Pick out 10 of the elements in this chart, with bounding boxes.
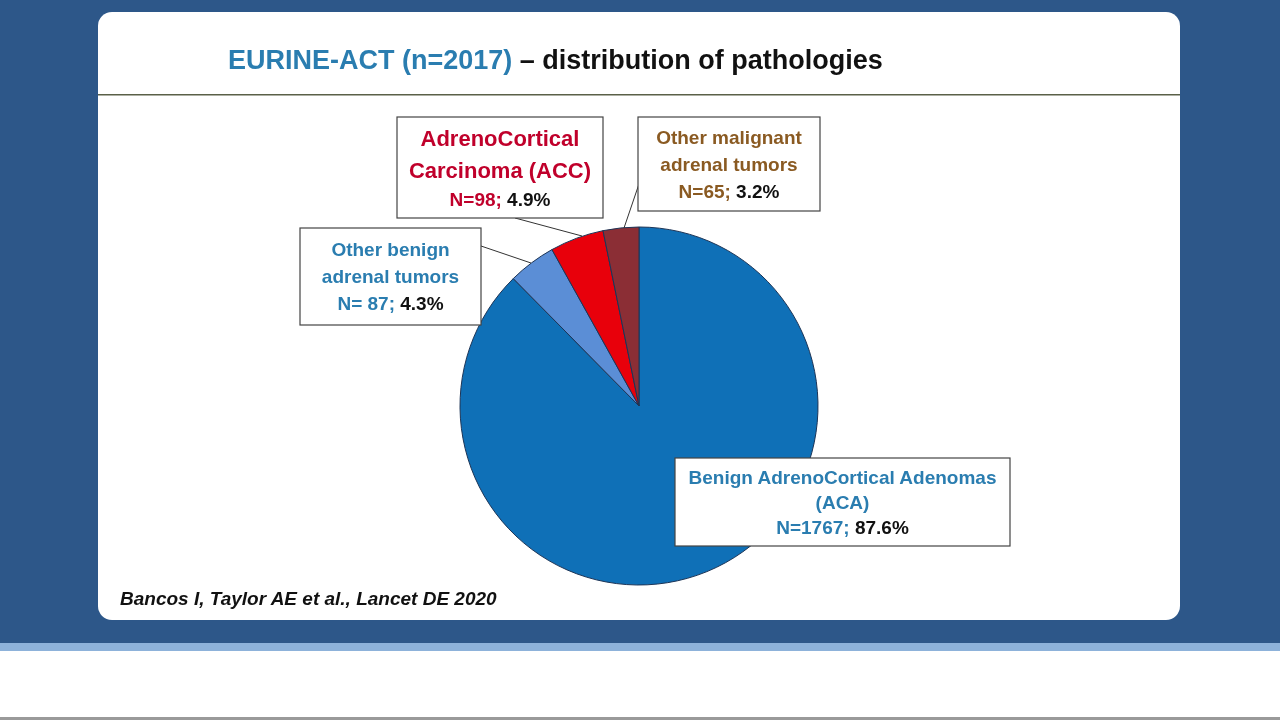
slice-label: Other malignant adrenal tumors — [656, 126, 803, 175]
data-label: N=1767; 87.6% — [776, 516, 909, 538]
data-label: N= 87; 4.3% — [337, 293, 444, 315]
slice-label: AdrenoCortical Carcinoma (ACC) — [408, 126, 592, 183]
chart-title: EURINE-ACT (n=2017) – distribution of pathologies — [228, 45, 883, 75]
slice-label: Other benign adrenal tumors — [321, 239, 460, 288]
text: Bancos I, Taylor AE et al., Lancet DE 2020 — [120, 588, 498, 609]
data-label: N=65; 3.2% — [678, 180, 780, 202]
slice-label: Benign AdrenoCortical Adenomas (ACA) — [688, 467, 997, 513]
data-label: N=98; 4.9% — [449, 188, 551, 210]
